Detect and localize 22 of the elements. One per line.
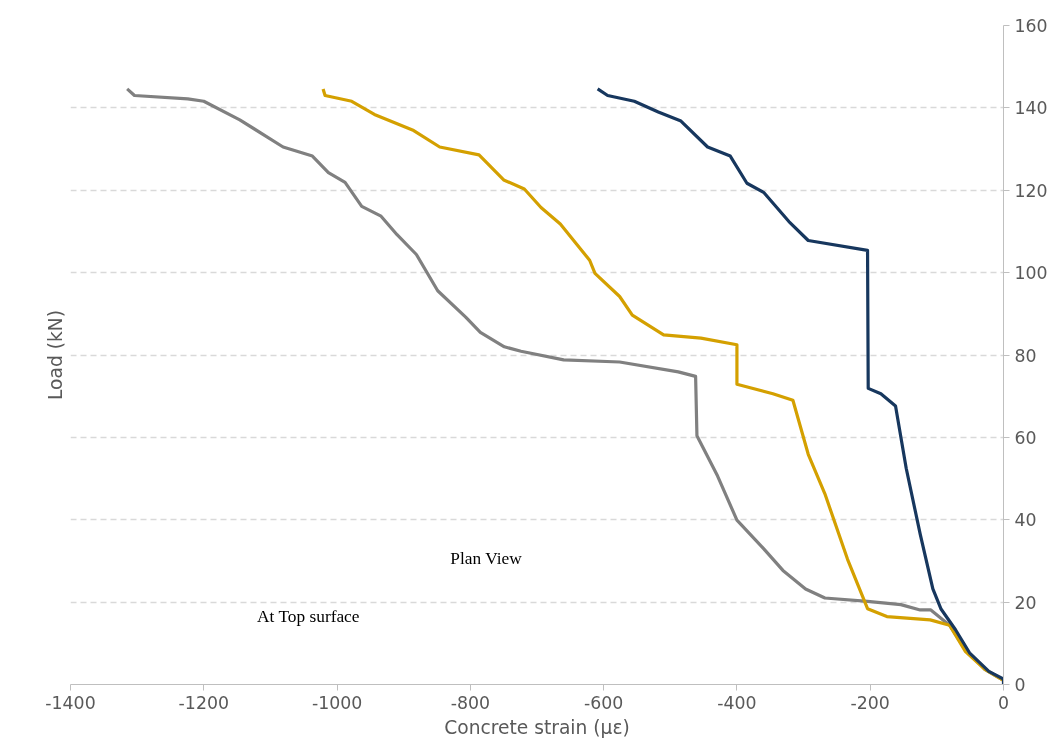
x-tick-label: -1200 [178, 692, 229, 713]
y-axis-title: Load (kN) [44, 309, 66, 400]
y-tick-label: 100 [1014, 263, 1048, 284]
y-tick-label: 0 [1014, 675, 1026, 695]
x-tick-label: -800 [450, 692, 491, 713]
line-series [596, 87, 1004, 685]
x-tick-label: -600 [583, 692, 624, 713]
annotation: Plan View [450, 549, 523, 569]
y-tick-label: 140 [1014, 98, 1048, 119]
x-tick-label: -200 [850, 692, 890, 713]
y-tick-label: 120 [1014, 180, 1048, 201]
y-tick-label: 60 [1014, 427, 1037, 448]
x-tick-label: 0 [997, 692, 1010, 713]
y-tick-label: 40 [1014, 510, 1037, 531]
x-axis-title: Concrete strain (με) [444, 716, 630, 738]
y-tick-label: 160 [1014, 16, 1048, 36]
x-tick-label: -400 [717, 692, 757, 713]
y-tick-label: 20 [1014, 592, 1037, 613]
x-tick-label: -1400 [45, 692, 96, 713]
y-tick-label: 80 [1014, 345, 1037, 366]
annotation: At Top surface [257, 607, 360, 627]
x-tick-label: -1000 [311, 692, 363, 713]
